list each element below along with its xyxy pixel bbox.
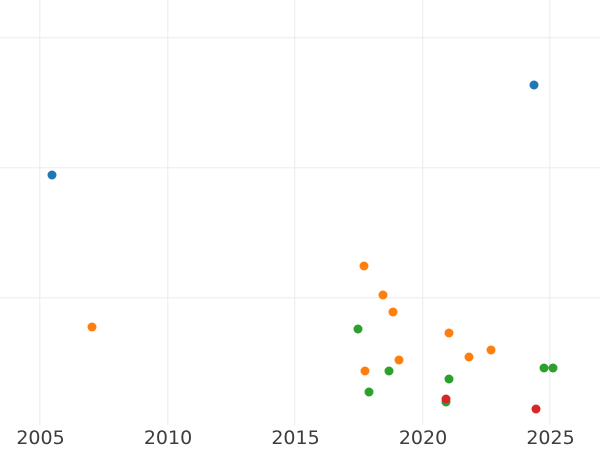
- x-tick-label: 2015: [271, 427, 320, 449]
- scatter-point-orange: [394, 355, 404, 365]
- x-tick-label: 2025: [526, 427, 575, 449]
- x-gridline: [166, 0, 169, 425]
- x-gridline: [294, 0, 296, 425]
- scatter-point-orange: [444, 328, 454, 338]
- scatter-point-orange: [486, 345, 496, 355]
- y-gridline: [0, 167, 600, 169]
- y-gridline: [0, 297, 600, 299]
- x-tick-label: 2005: [16, 427, 65, 449]
- x-gridline: [549, 0, 551, 425]
- scatter-point-orange: [378, 290, 388, 300]
- scatter-point-orange: [87, 322, 97, 332]
- scatter-point-green: [353, 324, 363, 334]
- scatter-point-green: [384, 366, 394, 376]
- scatter-point-green: [539, 363, 549, 373]
- scatter-point-orange: [388, 307, 398, 317]
- x-gridline: [39, 0, 41, 425]
- x-gridline: [421, 0, 424, 425]
- scatter-point-green: [548, 363, 558, 373]
- scatter-point-orange: [464, 352, 474, 361]
- scatter-point-red: [441, 394, 451, 404]
- scatter-point-orange: [360, 366, 370, 376]
- scatter-point-blue: [47, 170, 57, 179]
- scatter-point-red: [531, 404, 541, 413]
- scatter-point-green: [444, 374, 454, 384]
- scatter-point-orange: [359, 261, 369, 270]
- scatter-point-blue: [529, 80, 539, 90]
- x-tick-label: 2010: [143, 427, 193, 449]
- y-gridline: [0, 37, 600, 39]
- scatter-point-green: [364, 387, 374, 397]
- x-tick-label: 2020: [398, 427, 448, 449]
